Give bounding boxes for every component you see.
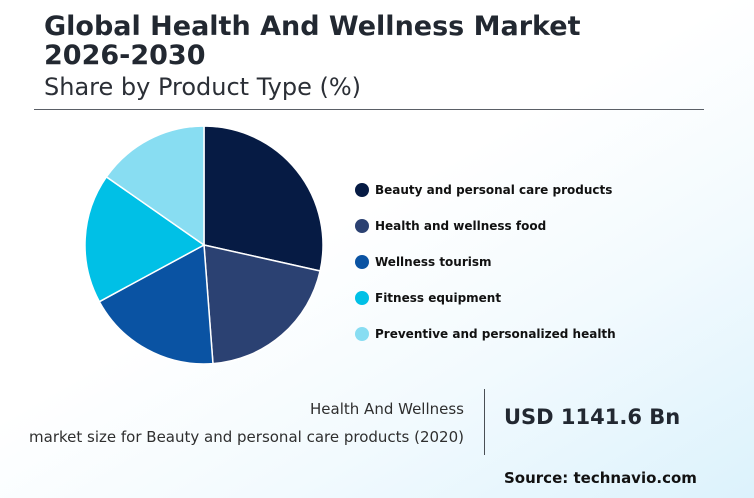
pie-slice-health-and-wellness-food xyxy=(203,244,322,365)
pie-slice-beauty-and-personal-care-products xyxy=(203,125,324,272)
title-line-2: 2026-2030 xyxy=(44,40,206,71)
market-label-line-2: market size for Beauty and personal care… xyxy=(29,428,464,446)
pie-slice-wellness-tourism xyxy=(98,243,214,365)
pie-slice-fitness-equipment xyxy=(84,175,206,303)
chart-title: Global Health And Wellness Market 2026-2… xyxy=(44,12,581,70)
legend-label: Beauty and personal care products xyxy=(375,183,613,197)
header-divider xyxy=(34,109,704,110)
title-line-1: Global Health And Wellness Market xyxy=(44,11,581,42)
legend-item-preventive-and-personalized-health: Preventive and personalized health xyxy=(355,316,616,352)
legend-swatch xyxy=(355,327,369,341)
market-size-value: USD 1141.6 Bn xyxy=(504,405,681,429)
legend-label: Health and wellness food xyxy=(375,219,547,233)
legend-label: Fitness equipment xyxy=(375,291,502,305)
pie-chart xyxy=(84,125,324,365)
legend-item-health-and-wellness-food: Health and wellness food xyxy=(355,208,616,244)
chart-legend: Beauty and personal care products Health … xyxy=(355,172,616,352)
legend-label: Preventive and personalized health xyxy=(375,327,616,341)
legend-swatch xyxy=(355,291,369,305)
source-credit: Source: technavio.com xyxy=(504,469,697,487)
legend-item-wellness-tourism: Wellness tourism xyxy=(355,244,616,280)
pie-slice-preventive-and-personalized-health xyxy=(105,125,205,247)
market-label-line-1: Health And Wellness xyxy=(310,400,464,418)
footer-divider xyxy=(484,389,485,455)
legend-swatch xyxy=(355,219,369,233)
legend-swatch xyxy=(355,183,369,197)
chart-subtitle: Share by Product Type (%) xyxy=(44,73,361,101)
legend-swatch xyxy=(355,255,369,269)
legend-item-beauty-and-personal-care-products: Beauty and personal care products xyxy=(355,172,616,208)
legend-label: Wellness tourism xyxy=(375,255,492,269)
legend-item-fitness-equipment: Fitness equipment xyxy=(355,280,616,316)
